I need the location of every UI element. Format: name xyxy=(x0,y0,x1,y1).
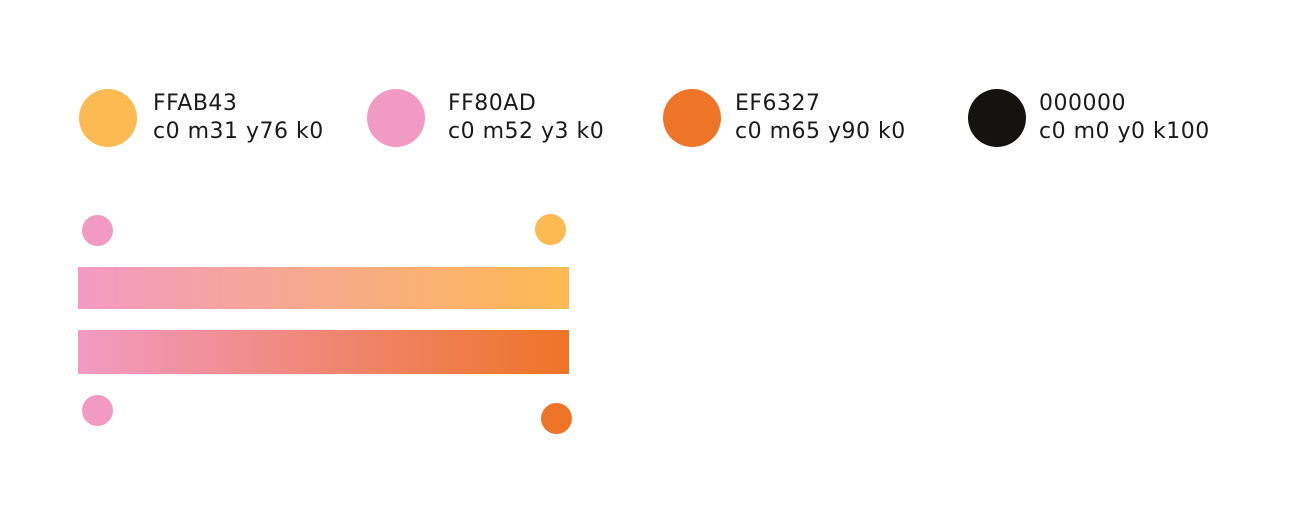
gradient-end-dot-yellow xyxy=(535,214,566,245)
color-dot-ff80ad xyxy=(367,89,425,147)
hex-label: EF6327 xyxy=(735,91,821,116)
gradient-end-dot-orange xyxy=(541,403,572,434)
cmyk-label: c0 m52 y3 k0 xyxy=(448,119,605,144)
color-dot-ef6327 xyxy=(663,89,721,147)
gradient-start-dot-pink xyxy=(82,215,113,246)
gradient-start-dot-pink xyxy=(82,395,113,426)
color-dot-ffab43 xyxy=(79,89,137,147)
hex-label: FFAB43 xyxy=(153,91,238,116)
cmyk-label: c0 m65 y90 k0 xyxy=(735,119,906,144)
gradient-bar-pink-orange xyxy=(78,330,569,374)
hex-label: 000000 xyxy=(1039,91,1126,116)
hex-label: FF80AD xyxy=(448,91,537,116)
gradient-bar-pink-yellow xyxy=(78,267,569,309)
cmyk-label: c0 m0 y0 k100 xyxy=(1039,119,1210,144)
cmyk-label: c0 m31 y76 k0 xyxy=(153,119,324,144)
color-dot-000000 xyxy=(968,89,1026,147)
